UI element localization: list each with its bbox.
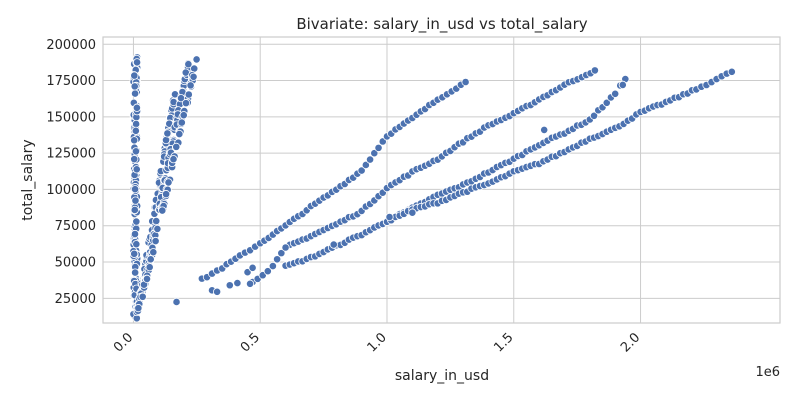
data-point xyxy=(132,217,141,226)
y-tick-label: 25000 xyxy=(55,292,96,307)
chart-title: Bivariate: salary_in_usd vs total_salary xyxy=(296,15,587,34)
data-point xyxy=(151,236,160,246)
x-tick-label: 0.0 xyxy=(111,330,136,355)
data-point xyxy=(181,99,191,108)
data-point xyxy=(130,155,139,164)
data-point xyxy=(130,185,140,194)
data-point xyxy=(233,278,242,288)
data-point xyxy=(132,103,142,112)
data-point xyxy=(130,205,139,215)
y-tick-label: 75000 xyxy=(55,219,96,234)
data-point xyxy=(145,263,154,272)
data-point xyxy=(590,66,600,75)
data-point xyxy=(130,71,139,80)
data-point xyxy=(245,279,255,288)
data-point xyxy=(248,263,257,272)
data-point xyxy=(153,224,162,234)
x-tick-label: 1.0 xyxy=(365,330,390,355)
data-point xyxy=(130,136,139,145)
y-tick-label: 125000 xyxy=(46,147,96,162)
x-tick-labels: 0.0 0.5 1.0 1.5 2.0 xyxy=(111,330,643,355)
data-point xyxy=(164,178,173,187)
plot-frame xyxy=(102,36,781,324)
data-point xyxy=(540,125,549,135)
data-point xyxy=(158,206,167,215)
data-point xyxy=(131,126,140,135)
data-point xyxy=(161,135,171,145)
data-point xyxy=(281,243,290,252)
data-point xyxy=(602,98,611,107)
data-point xyxy=(225,281,234,290)
data-point xyxy=(618,80,627,90)
data-point xyxy=(385,212,394,222)
data-point xyxy=(130,82,139,91)
x-tick-label: 2.0 xyxy=(618,330,643,355)
data-point xyxy=(408,208,417,217)
data-point xyxy=(138,292,147,301)
x-tick-label: 0.5 xyxy=(238,330,263,355)
data-point xyxy=(130,229,140,239)
y-tick-labels: 25000 50000 75000 100000 125000 150000 175000 2… xyxy=(46,38,96,307)
data-point xyxy=(589,111,599,120)
data-point xyxy=(146,255,155,264)
data-point xyxy=(277,249,286,258)
data-point xyxy=(130,249,139,258)
data-point xyxy=(273,255,282,264)
data-point xyxy=(131,268,140,277)
data-point xyxy=(175,129,184,139)
data-point xyxy=(329,240,338,249)
scatter-points xyxy=(129,53,736,323)
x-axis-label: salary_in_usd xyxy=(395,368,489,384)
data-point xyxy=(727,67,736,76)
y-tick-label: 150000 xyxy=(46,110,96,125)
data-point xyxy=(132,165,141,174)
data-point xyxy=(131,147,141,156)
data-point xyxy=(132,240,141,249)
data-point xyxy=(357,166,366,175)
data-point xyxy=(130,89,140,98)
data-point xyxy=(163,129,172,138)
data-point xyxy=(361,160,370,170)
data-point xyxy=(134,304,143,313)
y-tick-label: 175000 xyxy=(46,74,96,89)
data-point xyxy=(179,111,188,120)
data-point xyxy=(177,118,186,127)
data-point xyxy=(172,142,181,151)
y-tick-label: 100000 xyxy=(46,183,96,198)
data-point xyxy=(374,143,383,152)
data-point xyxy=(161,190,171,199)
data-point xyxy=(142,274,152,283)
data-point xyxy=(186,81,195,90)
data-point xyxy=(263,267,272,276)
data-point xyxy=(189,72,198,81)
data-point xyxy=(611,89,620,98)
y-axis-label: total_salary xyxy=(20,139,36,220)
data-point xyxy=(149,248,158,257)
data-point xyxy=(461,77,470,87)
data-point xyxy=(132,119,141,129)
y-tick-label: 50000 xyxy=(55,256,96,271)
data-point xyxy=(370,149,379,158)
y-tick-label: 200000 xyxy=(46,38,96,53)
data-point xyxy=(365,155,375,164)
data-point xyxy=(132,58,142,67)
data-point xyxy=(213,287,222,296)
data-point xyxy=(152,216,161,226)
x-tick-label: 1.5 xyxy=(491,330,516,355)
data-point xyxy=(172,297,181,307)
data-point xyxy=(131,196,140,205)
data-point xyxy=(184,60,193,69)
data-point xyxy=(169,155,178,164)
data-point xyxy=(184,90,193,99)
data-point xyxy=(192,55,201,64)
data-point xyxy=(268,261,277,271)
x-offset-label: 1e6 xyxy=(755,365,780,380)
gridlines xyxy=(103,37,780,323)
